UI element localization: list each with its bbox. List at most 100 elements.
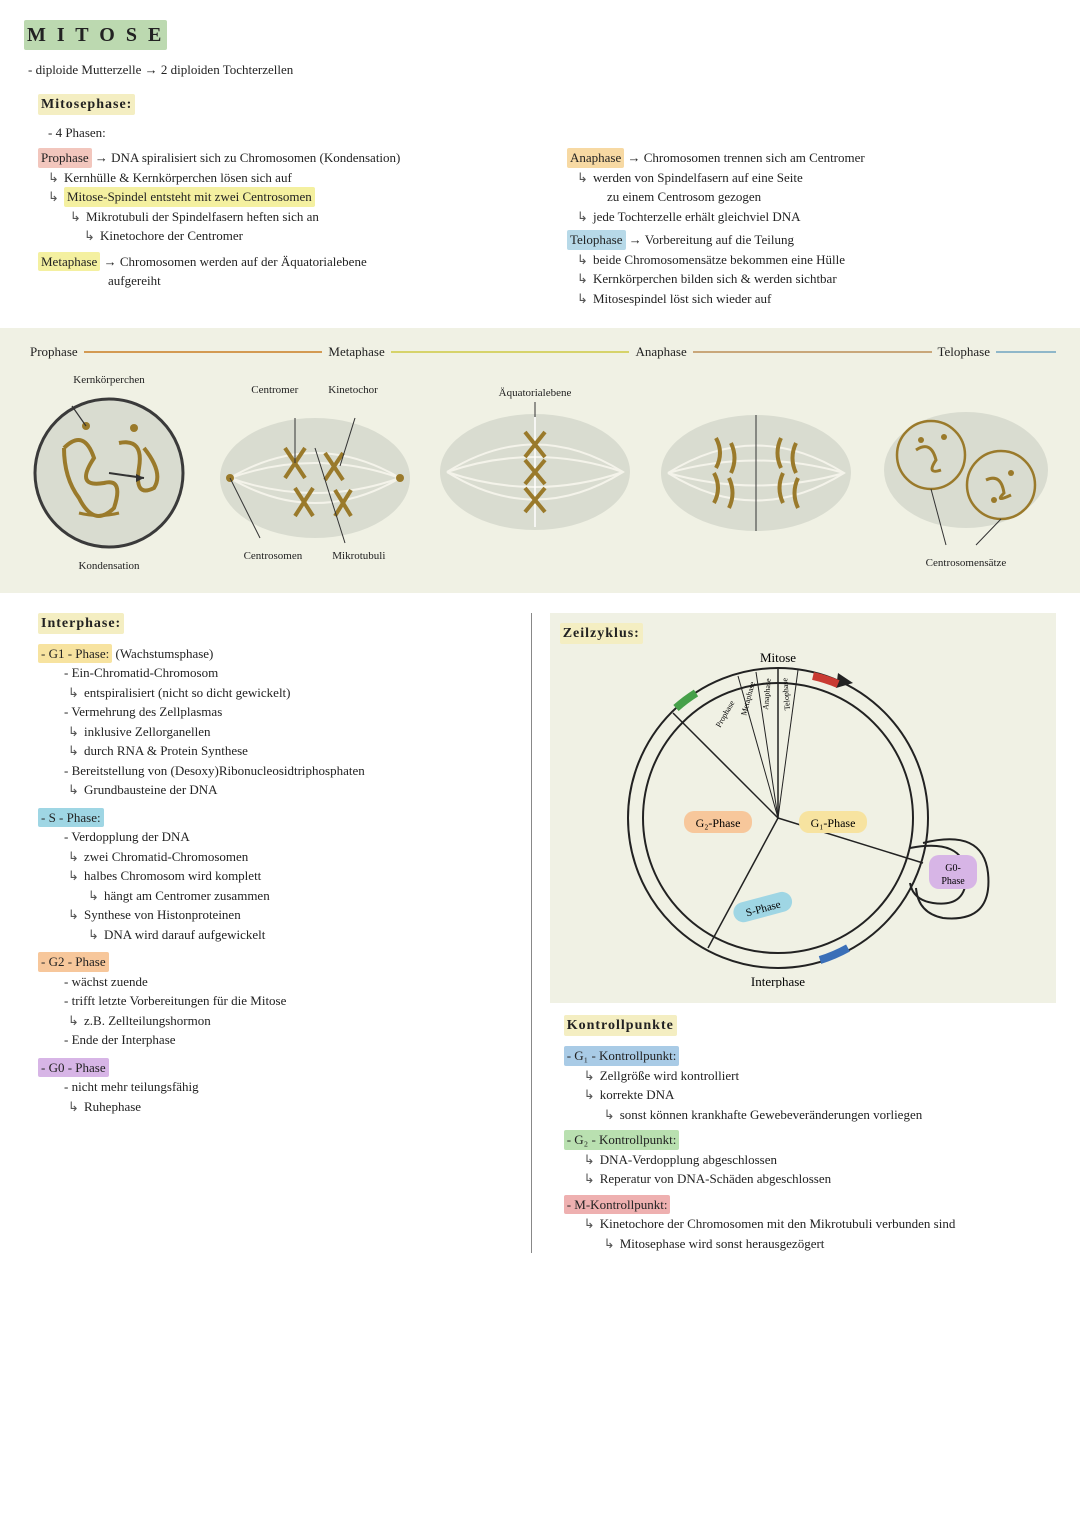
bar-seg-yellow [391,351,630,353]
g2-label: - G2 - Phase [38,952,109,972]
cell-metaphase: Äquatorialebene [435,385,635,561]
ann-kernk: Kernkörperchen [73,372,144,389]
mitosephase-heading: Mitosephase: [38,94,135,115]
g0-l2: Ruhephase [84,1097,513,1117]
s-l3: halbes Chromosom wird komplett [84,866,513,886]
g1-l3: - Vermehrung des Zellplasmas [64,702,513,722]
g0-l1: - nicht mehr teilungsfähig [64,1077,513,1097]
g1-label: - G1 - Phase: [38,644,112,664]
mitose-col-left: Prophase → DNA spiralisiert sich zu Chro… [38,148,527,308]
ana-l3: zu einem Centrosom gezogen [607,187,1056,207]
bar-tel: Telophase [938,342,991,362]
page-title: M I T O S E [24,20,1056,50]
g1c-l1: Zellgröße wird kontrolliert [600,1066,1056,1086]
g2-l4: - Ende der Interphase [64,1030,513,1050]
interphase-heading: Interphase: [38,613,124,634]
zz-mitose: Mitose [760,650,796,665]
zellzyklus-box: Zeilzyklus: [550,613,1056,1004]
g1c-l3: sonst können krankhafte Gewebeveränderun… [620,1105,1056,1125]
zellzyklus-heading: Zeilzyklus: [560,623,643,644]
tel-l1: → Vorbereitung auf die Teilung [629,232,794,247]
tel-l4: Mitosespindel löst sich wieder auf [593,289,1056,309]
zz-mini-ana: Anaphase [761,677,773,710]
prophase-label: Prophase [38,148,92,168]
cell-prophase: Kernkörperchen Kondensation [24,372,194,575]
g1-l5: durch RNA & Protein Synthese [84,741,513,761]
s-l5: Synthese von Histonproteinen [84,905,513,925]
cell-anaphase [656,384,856,563]
zz-interphase: Interphase [751,974,805,988]
kontroll-heading: Kontrollpunkte [564,1015,677,1036]
ana-l1: → Chromosomen trennen sich am Centromer [628,150,865,165]
ann-kinetochor: Kinetochor [328,382,377,399]
s-l4: hängt am Centromer zusammen [104,886,513,906]
pro-l2: Kernhülle & Kernkörperchen lösen sich au… [64,168,527,188]
g2c-l1: DNA-Verdopplung abgeschlossen [600,1150,1056,1170]
met-l2: aufgereiht [108,271,527,291]
mctrl-label: - M-Kontrollpunkt: [564,1195,671,1215]
right-column: Zeilzyklus: [531,613,1056,1254]
g1-paren: (Wachstumsphase) [116,646,214,661]
g1-l1: - Ein-Chromatid-Chromosom [64,663,513,683]
zz-mini-met: Metaphase [739,680,757,716]
ann-kondens: Kondensation [78,558,139,575]
bar-seg-tan [693,351,932,353]
ann-centrosatze: Centrosomensätze [926,555,1007,572]
g2c-l2: Reperatur von DNA-Schäden abgeschlossen [600,1169,1056,1189]
four-phases: - 4 Phasen: [48,123,1056,143]
bar-met: Metaphase [328,342,384,362]
g2ctrl-label: - G₂ - Kontrollpunkt: [564,1130,680,1150]
zz-g2: G₂-Phase [695,816,740,830]
g2-l1: - wächst zuende [64,972,513,992]
s-l6: DNA wird darauf aufgewickelt [104,925,513,945]
telophase-label: Telophase [567,230,626,250]
s-l2: zwei Chromatid-Chromosomen [84,847,513,867]
g1ctrl-label: - G₁ - Kontrollpunkt: [564,1046,680,1066]
tel-l3: Kernkörperchen bilden sich & werden sich… [593,269,1056,289]
svg-text:G0-: G0- [945,863,961,874]
s-label: - S - Phase: [38,808,104,828]
zz-mini-tel: Telophase [780,677,792,710]
pro-l3: Mitose-Spindel entsteht mit zwei Centros… [64,187,315,207]
pro-l4: Mikrotubuli der Spindelfasern heften sic… [86,207,527,227]
cell-prometaphase: Centromer Kinetochor [215,382,415,565]
mitosis-diagram-strip: Prophase Metaphase Anaphase Telophase Ke… [0,328,1080,593]
zz-g1: G₁-Phase [810,816,855,830]
ann-centromer: Centromer [251,382,298,399]
bar-ana: Anaphase [635,342,686,362]
g2-l2: - trifft letzte Vorbereitungen für die M… [64,991,513,1011]
zz-mini-pro: Prophase [714,698,737,728]
g0-label: - G0 - Phase [38,1058,109,1078]
svg-text:Phase: Phase [941,876,965,887]
g1-l4: inklusive Zellorganellen [84,722,513,742]
pro-l1: → DNA spiralisiert sich zu Chromosomen (… [95,150,400,165]
bar-pro: Prophase [30,342,78,362]
intro-line: - diploide Mutterzelle → 2 diploiden Toc… [28,60,1056,80]
mc-l1: Kinetochore der Chromosomen mit den Mikr… [600,1214,1056,1234]
ann-centrosomen: Centrosomen [244,548,303,565]
interphase-section: Interphase: - G1 - Phase: (Wachstumsphas… [38,613,513,1254]
mc-l2: Mitosephase wird sonst herausgezögert [620,1234,1056,1254]
cell-telophase: Centrosomensätze [876,375,1056,571]
ana-l2: werden von Spindelfasern auf eine Seite [593,168,1056,188]
bar-seg-orange [84,351,323,353]
ana-l4: jede Tochterzelle erhält gleichviel DNA [593,207,1056,227]
g1-l6: - Bereitstellung von (Desoxy)Ribonucleos… [64,761,513,781]
g1c-l2: korrekte DNA [600,1085,1056,1105]
pro-l5: Kinetochore der Centromer [100,226,527,246]
cell-cycle-diagram: Mitose Interphase G₁-Phase G₂-Phase S-Ph… [588,648,1018,988]
g2-l3: z.B. Zellteilungshormon [84,1011,513,1031]
ann-aquator: Äquatorialebene [499,385,572,402]
g1-l2: entspiralisiert (nicht so dicht gewickel… [84,683,513,703]
bar-seg-blue [996,351,1056,353]
kontrollpunkte-section: Kontrollpunkte - G₁ - Kontrollpunkt: Zel… [564,1015,1056,1253]
mitose-col-right: Anaphase → Chromosomen trennen sich am C… [567,148,1056,308]
ann-mikrotubuli: Mikrotubuli [332,548,385,565]
mitosephase-section: Mitosephase: - 4 Phasen: Prophase → DNA … [38,94,1056,309]
title-text: M I T O S E [24,20,167,50]
g1-l7: Grundbausteine der DNA [84,780,513,800]
metaphase-label: Metaphase [38,252,100,272]
phase-bar: Prophase Metaphase Anaphase Telophase [24,342,1056,362]
anaphase-label: Anaphase [567,148,624,168]
tel-l2: beide Chromosomensätze bekommen eine Hül… [593,250,1056,270]
